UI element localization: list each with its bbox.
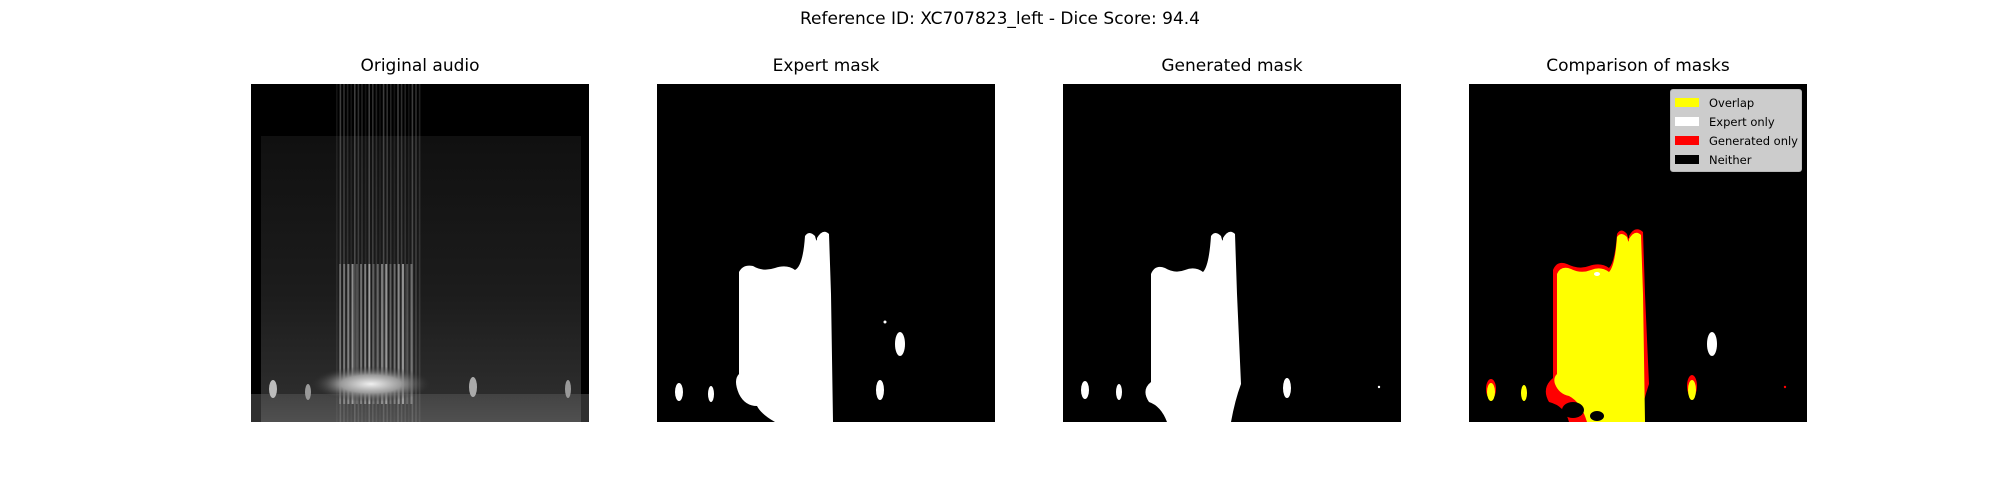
expert-mask-blob-1 [675,383,683,401]
harmonic-stripe [382,84,385,422]
harmonic-stripe [343,84,345,422]
comparison-overlap-region [1554,232,1645,422]
generated-mask-blob-1 [1081,381,1089,399]
harmonic-stripe-bright [364,264,367,404]
harmonic-stripe-bright [368,264,371,404]
harmonic-stripe [408,84,410,422]
harmonic-stripe-bright [343,264,346,404]
expert-mask-blob-2 [708,386,714,402]
harmonic-stripe-bright [389,264,392,404]
spectrogram-blip-4 [565,380,571,398]
legend-item-neither: Neither [1671,150,1801,169]
expert-mask-blob-4 [895,332,905,356]
harmonic-stripe [390,84,392,422]
expert-mask-image [657,84,995,422]
spectrogram-blip-2 [305,384,311,400]
legend-swatch-neither [1675,155,1699,164]
harmonic-stripe-bright [355,264,358,404]
harmonic-stripe [354,84,356,422]
comparison-hole-2 [1590,411,1604,421]
comparison-blob-2 [1521,385,1527,401]
harmonic-stripe [404,84,406,422]
generated-mask-main-region [1145,231,1241,422]
panel-title-original-audio: Original audio [360,56,480,76]
harmonic-stripe-bright [410,264,413,404]
comparison-hole-1 [1562,402,1584,418]
harmonic-stripe [364,84,367,422]
harmonic-stripe-bright [339,264,341,404]
spectrogram-image [251,84,589,422]
spectrogram-hot-region [311,366,431,402]
harmonic-stripes [336,84,421,422]
harmonic-stripe [418,84,421,422]
legend-item-generated-only: Generated only [1671,131,1801,150]
legend-item-expert-only: Expert only [1671,112,1801,131]
panel-comparison-of-masks: Comparison of masks Overlap Expert only … [1469,56,1807,422]
harmonic-stripe [350,84,352,422]
harmonic-stripe-bright [402,264,404,404]
panel-original-audio: Original audio [251,56,589,422]
harmonic-stripe [393,84,396,422]
harmonic-stripe [361,84,363,422]
generated-mask-blob-2 [1116,384,1122,400]
harmonic-stripe [346,84,349,422]
legend: Overlap Expert only Generated only Neith… [1670,89,1802,172]
harmonic-stripe [339,84,342,422]
harmonic-stripe-bright [406,264,409,404]
harmonic-stripe [336,84,338,422]
legend-label-overlap: Overlap [1709,95,1755,110]
spectrogram-blip-1 [269,380,277,398]
harmonic-stripe-bright [376,264,379,404]
harmonic-stripe [368,84,370,422]
harmonic-stripe [386,84,388,422]
legend-label-neither: Neither [1709,152,1752,167]
generated-mask-dot [1377,385,1381,389]
harmonic-stripe [397,84,399,422]
harmonic-stripe-bright [393,264,396,404]
harmonic-stripe [379,84,381,422]
expert-mask-main-region [736,231,833,422]
panel-title-generated-mask: Generated mask [1161,56,1303,76]
harmonic-stripe [411,84,414,422]
comparison-generated-only-dot [1783,385,1787,389]
generated-mask-image [1063,84,1401,422]
legend-swatch-generated-only [1675,136,1699,145]
legend-label-expert-only: Expert only [1709,114,1775,129]
panel-title-expert-mask: Expert mask [772,56,880,76]
generated-mask-blob-3 [1283,378,1291,398]
harmonic-stripe-bright [347,264,350,404]
harmonic-stripe-bright [381,264,383,404]
legend-swatch-overlap [1675,98,1699,107]
panel-generated-mask: Generated mask [1063,56,1401,422]
expert-mask-blob-3 [876,380,884,400]
comparison-blob-3 [1688,380,1696,400]
harmonic-stripe [375,84,378,422]
panel-expert-mask: Expert mask [657,56,995,422]
expert-mask-dot [883,320,887,324]
comparison-expert-only-blob [1707,332,1717,356]
legend-label-generated-only: Generated only [1709,133,1798,148]
comparison-expert-only-notch [1594,272,1600,276]
harmonic-stripe-bright [385,264,388,404]
harmonic-stripe [415,84,417,422]
spectrogram-blip-3 [469,377,477,397]
figure-title: Reference ID: XC707823_left - Dice Score… [799,9,1200,29]
harmonic-stripe [400,84,403,422]
harmonic-stripe [372,84,374,422]
harmonic-stripe-bright [372,264,375,404]
harmonic-stripe [357,84,360,422]
panel-title-comparison: Comparison of masks [1546,56,1730,76]
harmonic-stripe-bright [351,264,354,404]
harmonic-stripe-bright [360,264,362,404]
legend-swatch-expert-only [1675,117,1699,126]
legend-item-overlap: Overlap [1671,93,1801,112]
harmonic-stripe-bright [397,264,400,404]
comparison-blob-1 [1487,383,1495,401]
